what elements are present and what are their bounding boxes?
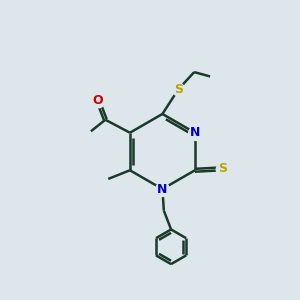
Text: N: N [190, 126, 200, 139]
Text: S: S [218, 162, 227, 175]
Text: N: N [157, 182, 168, 196]
Text: O: O [93, 94, 104, 107]
Text: S: S [174, 83, 183, 96]
